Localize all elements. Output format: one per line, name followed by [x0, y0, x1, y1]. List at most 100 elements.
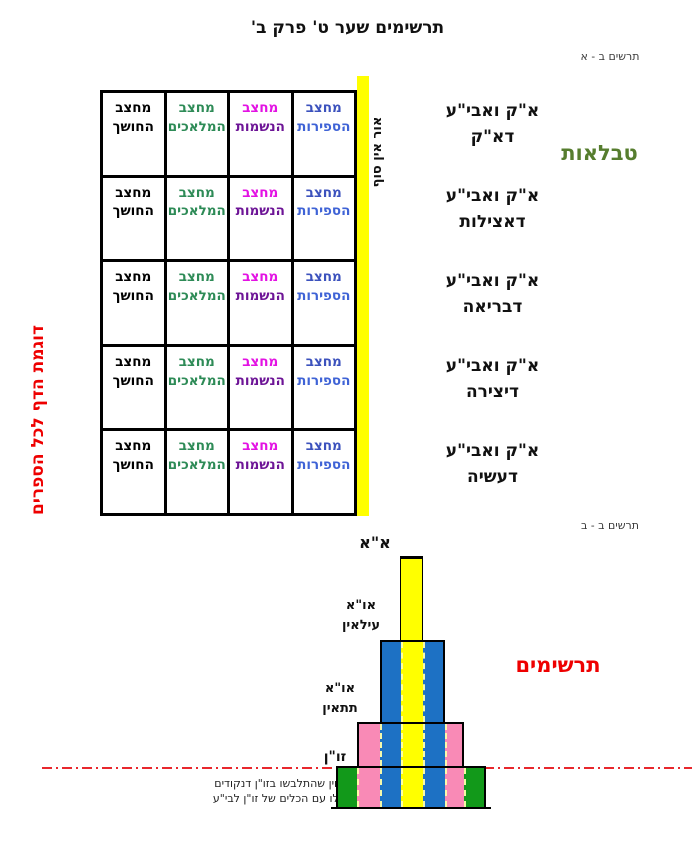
pink-stripe: [357, 768, 380, 807]
label-arich-anpin: א"א: [359, 533, 391, 552]
cell-word2: המלאכים: [167, 288, 226, 305]
cell-word2: החושך: [112, 203, 154, 220]
cell-word2: החושך: [112, 457, 154, 474]
cell-word1: מחצב: [115, 438, 152, 455]
row-label-ak: א"ק ואבי"ע דא"ק: [445, 101, 540, 148]
cell-word2: החושך: [112, 118, 154, 135]
table-cell: מחצב הנשמות: [230, 262, 291, 344]
cell-word2: הנשמות: [235, 372, 285, 389]
cell-word1: מחצב: [305, 100, 342, 116]
row-label-atzilut: א"ק ואבי"ע דאצילות: [445, 186, 540, 233]
pink-stripe: [359, 724, 380, 766]
pyramid-kav-column: [400, 556, 423, 642]
pyramid-level-3: [357, 722, 464, 768]
diagrams-section-label: תרשימים: [515, 652, 601, 677]
table-cell: מחצב הנשמות: [230, 431, 291, 513]
cell-word1: מחצב: [178, 100, 215, 116]
parsa-dashed-line-right: [484, 767, 692, 769]
cell-word1: מחצב: [178, 438, 215, 455]
table-cell: מחצב החושך: [103, 262, 164, 344]
quarry-table: מחצב הספירות מחצב הנשמות מחצב המלאכים מחצב ה…: [100, 90, 357, 516]
cell-word2: הספירות: [297, 118, 351, 135]
footnote-line1: מוחין שהתלבשו בזו"ן דנקודים: [214, 777, 352, 790]
row-label-yetzira: א"ק ואבי"ע דיצירה: [445, 356, 540, 403]
table-cell: מחצב הנשמות: [230, 93, 291, 175]
cell-word2: הנשמות: [235, 203, 285, 220]
cell-word1: מחצב: [178, 353, 215, 370]
cell-word1: מחצב: [115, 353, 152, 370]
blue-stripe: [380, 768, 401, 807]
cell-word2: המלאכים: [167, 457, 226, 474]
pyramid-level-4: [336, 766, 486, 809]
cell-word2: המלאכים: [167, 118, 226, 135]
diagram-a-corner-label: תרשים ב - א: [580, 50, 640, 63]
blue-stripe: [382, 642, 401, 722]
table-cell: מחצב החושך: [103, 346, 164, 429]
table-cell: מחצב הספירות: [293, 262, 354, 344]
table-cell: מחצב החושך: [103, 431, 164, 513]
parsa-dashed-line-left: [42, 767, 338, 769]
row-label-assiya: א"ק ואבי"ע דעשיה: [445, 441, 540, 488]
footnote: מוחין שהתלבשו בזו"ן דנקודים ונפלו עם הכל…: [178, 777, 388, 807]
diagram-b-corner-label: תרשים ב - ב: [581, 519, 639, 532]
cell-word2: הנשמות: [235, 457, 285, 474]
cell-word2: החושך: [112, 288, 154, 305]
footnote-line2: ונפלו עם הכלים של זו"ן לבי"ע: [212, 791, 354, 805]
label-aba-ima-ilain: או"א עילאין: [341, 598, 381, 634]
green-stripe: [338, 768, 357, 807]
blue-stripe: [423, 768, 445, 807]
cell-word2: הנשמות: [235, 288, 285, 305]
table-cell: מחצב הספירות: [293, 93, 354, 175]
tables-section-label: טבלאות: [561, 140, 638, 165]
red-vertical-note: דוגמת הדף לכל הספרים: [28, 325, 48, 515]
table-cell: מחצב המלאכים: [166, 431, 227, 513]
table-cell: מחצב המלאכים: [166, 93, 227, 175]
cell-word1: מחצב: [242, 184, 279, 201]
cell-word1: מחצב: [242, 100, 279, 116]
cell-word1: מחצב: [115, 269, 152, 286]
table-cell: מחצב המלאכים: [166, 262, 227, 344]
blue-stripe: [423, 724, 445, 766]
table-cell: מחצב הספירות: [293, 346, 354, 429]
page-title: תרשימים שער ט' פרק ב': [250, 18, 445, 38]
cell-word2: המלאכים: [167, 372, 226, 389]
row-label-beria: א"ק ואבי"ע דבריאה: [445, 271, 540, 318]
cell-word2: הספירות: [297, 288, 351, 305]
cell-word1: מחצב: [115, 100, 152, 116]
cell-word2: המלאכים: [167, 203, 226, 220]
cell-word1: מחצב: [242, 353, 279, 370]
table-cell: מחצב הספירות: [293, 431, 354, 513]
kav-vertical-label: אור אין סוף: [370, 116, 385, 188]
cell-word1: מחצב: [305, 184, 342, 201]
table-cell: מחצב הנשמות: [230, 346, 291, 429]
cell-word2: הספירות: [297, 203, 351, 220]
cell-word2: הספירות: [297, 372, 351, 389]
pink-stripe: [445, 768, 464, 807]
table-cell: מחצב החושך: [103, 177, 164, 260]
table-cell: מחצב החושך: [103, 93, 164, 175]
yellow-stripe: [401, 724, 423, 766]
green-stripe: [464, 768, 484, 807]
table-cell: מחצב המלאכים: [166, 346, 227, 429]
cell-word1: מחצב: [242, 269, 279, 286]
yellow-stripe: [401, 642, 423, 722]
label-aba-ima-tatain: או"א תתאין: [322, 681, 358, 717]
pyramid-level-2: [380, 640, 445, 724]
blue-stripe: [380, 724, 401, 766]
cell-word1: מחצב: [305, 269, 342, 286]
table-cell: מחצב המלאכים: [166, 177, 227, 260]
cell-word1: מחצב: [305, 353, 342, 370]
cell-word1: מחצב: [115, 184, 152, 201]
cell-word1: מחצב: [178, 184, 215, 201]
cell-word2: הספירות: [297, 457, 351, 474]
cell-word1: מחצב: [178, 269, 215, 286]
table-cell: מחצב הספירות: [293, 177, 354, 260]
pink-stripe: [445, 724, 462, 766]
cell-word2: הנשמות: [235, 118, 285, 135]
yellow-stripe: [401, 768, 423, 807]
table-cell: מחצב הנשמות: [230, 177, 291, 260]
cell-word1: מחצב: [305, 438, 342, 455]
cell-word2: החושך: [112, 372, 154, 389]
label-zun: זו"ן: [323, 749, 347, 765]
